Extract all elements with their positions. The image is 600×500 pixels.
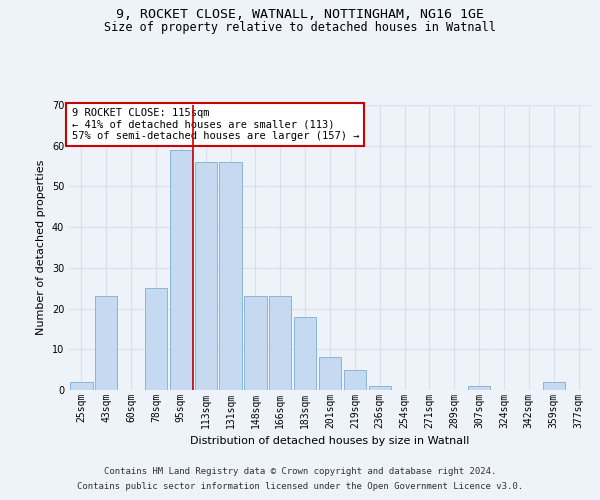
Bar xyxy=(368,386,391,390)
Bar xyxy=(95,296,118,390)
Bar xyxy=(194,162,217,390)
X-axis label: Distribution of detached houses by size in Watnall: Distribution of detached houses by size … xyxy=(190,436,470,446)
Bar xyxy=(145,288,167,390)
Bar xyxy=(269,296,292,390)
Text: Size of property relative to detached houses in Watnall: Size of property relative to detached ho… xyxy=(104,21,496,34)
Y-axis label: Number of detached properties: Number of detached properties xyxy=(36,160,46,335)
Text: Contains HM Land Registry data © Crown copyright and database right 2024.: Contains HM Land Registry data © Crown c… xyxy=(104,467,496,476)
Text: 9, ROCKET CLOSE, WATNALL, NOTTINGHAM, NG16 1GE: 9, ROCKET CLOSE, WATNALL, NOTTINGHAM, NG… xyxy=(116,8,484,20)
Text: Contains public sector information licensed under the Open Government Licence v3: Contains public sector information licen… xyxy=(77,482,523,491)
Bar xyxy=(220,162,242,390)
Bar xyxy=(319,358,341,390)
Bar xyxy=(468,386,490,390)
Bar xyxy=(70,382,92,390)
Bar xyxy=(294,316,316,390)
Bar xyxy=(170,150,192,390)
Bar xyxy=(244,296,266,390)
Text: 9 ROCKET CLOSE: 115sqm
← 41% of detached houses are smaller (113)
57% of semi-de: 9 ROCKET CLOSE: 115sqm ← 41% of detached… xyxy=(71,108,359,141)
Bar xyxy=(542,382,565,390)
Bar xyxy=(344,370,366,390)
